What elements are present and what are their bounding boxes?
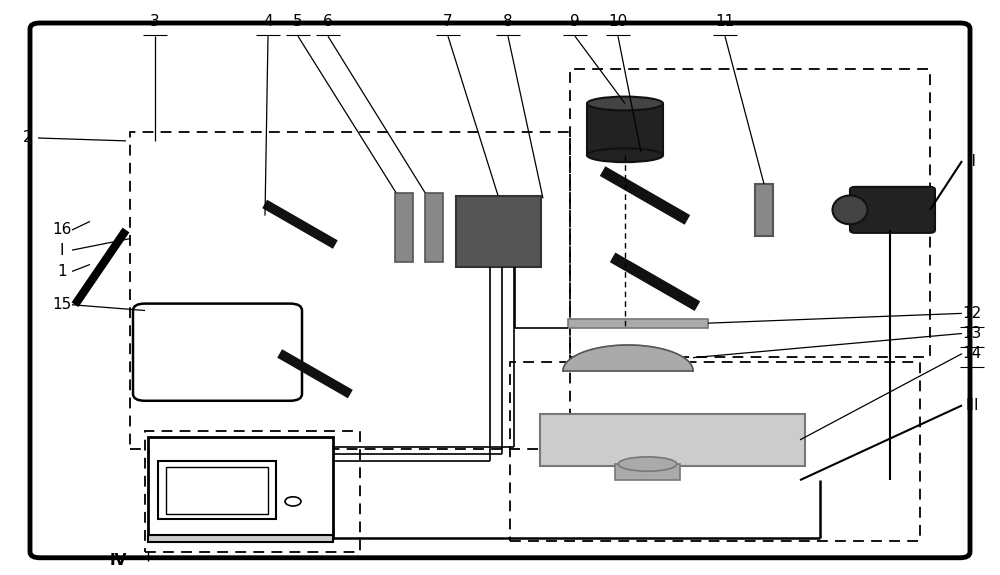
Bar <box>166 467 268 514</box>
Text: 7: 7 <box>443 14 453 29</box>
Bar <box>158 461 276 519</box>
Bar <box>570 69 930 356</box>
Text: 1: 1 <box>57 264 67 279</box>
Text: 10: 10 <box>608 14 628 29</box>
Text: 11: 11 <box>715 14 735 29</box>
Text: 12: 12 <box>962 306 982 321</box>
Bar <box>145 431 360 552</box>
FancyBboxPatch shape <box>850 187 935 233</box>
Bar <box>148 437 333 538</box>
Bar <box>130 132 570 448</box>
Text: 8: 8 <box>503 14 513 29</box>
Text: 2: 2 <box>23 131 33 145</box>
Text: 14: 14 <box>962 346 982 361</box>
Bar <box>456 196 541 267</box>
Text: 16: 16 <box>52 223 72 237</box>
Bar <box>148 535 333 542</box>
Text: I: I <box>60 243 64 258</box>
Text: 15: 15 <box>52 297 72 312</box>
Text: II: II <box>968 154 976 168</box>
Bar <box>568 319 708 328</box>
Bar <box>510 362 920 540</box>
Ellipse shape <box>832 196 868 224</box>
Bar <box>615 464 680 480</box>
Text: 9: 9 <box>570 14 580 29</box>
Bar <box>587 104 663 155</box>
Text: 6: 6 <box>323 14 333 29</box>
Ellipse shape <box>587 148 663 162</box>
Text: 5: 5 <box>293 14 303 29</box>
Text: III: III <box>965 398 979 413</box>
Bar <box>425 193 443 262</box>
Bar <box>755 184 773 236</box>
Bar <box>540 414 805 466</box>
Bar <box>395 193 413 262</box>
Text: 13: 13 <box>962 326 982 341</box>
Circle shape <box>285 497 301 506</box>
Text: IV: IV <box>109 553 127 568</box>
Ellipse shape <box>618 457 677 471</box>
Polygon shape <box>563 345 693 371</box>
Ellipse shape <box>587 97 663 110</box>
FancyBboxPatch shape <box>133 304 302 401</box>
Text: 3: 3 <box>150 14 160 29</box>
FancyBboxPatch shape <box>30 23 970 558</box>
Text: 4: 4 <box>263 14 273 29</box>
